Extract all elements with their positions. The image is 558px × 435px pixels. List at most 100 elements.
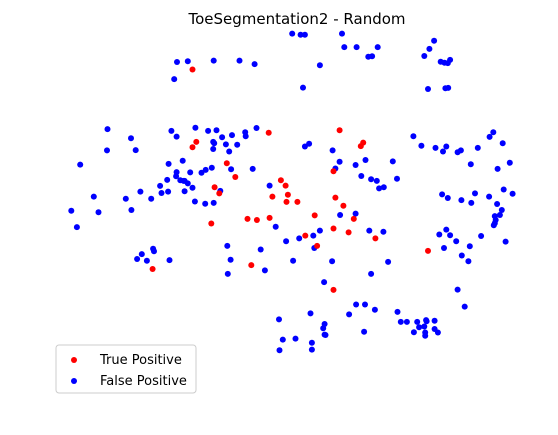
point-false-positive-8: [341, 44, 348, 51]
point-false-positive-137: [380, 228, 387, 235]
point-false-positive-102: [467, 161, 474, 168]
point-false-positive-99: [443, 143, 450, 150]
point-false-positive-9: [316, 62, 323, 69]
point-false-positive-54: [226, 148, 233, 155]
point-false-positive-36: [128, 207, 135, 213]
point-true-positive-17: [332, 194, 339, 201]
point-true-positive-9: [232, 174, 239, 180]
point-false-positive-175: [143, 257, 150, 264]
legend-marker-true-positive: [71, 357, 77, 363]
point-false-positive-64: [210, 146, 217, 152]
point-false-positive-59: [229, 132, 235, 139]
point-false-positive-190: [346, 311, 353, 318]
point-true-positive-10: [330, 168, 337, 175]
point-false-positive-168: [422, 329, 429, 336]
point-false-positive-180: [292, 335, 299, 342]
point-false-positive-188: [321, 321, 328, 327]
point-true-positive-26: [330, 225, 337, 232]
point-false-positive-126: [465, 258, 472, 265]
point-false-positive-1: [297, 31, 304, 38]
point-false-positive-79: [249, 165, 256, 172]
point-true-positive-6: [189, 144, 196, 151]
point-false-positive-112: [486, 193, 493, 200]
point-false-positive-115: [472, 190, 478, 197]
point-false-positive-116: [468, 199, 475, 206]
point-false-positive-35: [73, 224, 80, 231]
point-true-positive-18: [340, 202, 347, 209]
point-false-positive-173: [138, 251, 145, 258]
point-false-positive-13: [210, 57, 217, 64]
point-false-positive-17: [431, 37, 438, 44]
point-false-positive-158: [414, 318, 421, 325]
point-false-positive-2: [301, 31, 308, 38]
point-true-positive-32: [149, 266, 156, 272]
point-true-positive-12: [216, 190, 223, 197]
point-false-positive-142: [283, 238, 290, 245]
point-false-positive-16: [426, 45, 433, 52]
point-false-positive-189: [322, 332, 329, 338]
point-false-positive-121: [447, 232, 454, 239]
point-true-positive-29: [302, 232, 309, 239]
point-false-positive-98: [440, 148, 446, 155]
point-false-positive-75: [202, 200, 209, 207]
point-true-positive-0: [189, 66, 196, 73]
point-false-positive-186: [308, 339, 315, 346]
point-false-positive-104: [486, 133, 493, 140]
point-false-positive-172: [150, 245, 157, 252]
point-false-positive-157: [397, 318, 404, 325]
point-false-positive-145: [224, 242, 231, 249]
point-false-positive-38: [137, 188, 144, 195]
point-false-positive-93: [389, 158, 396, 165]
point-false-positive-130: [502, 238, 509, 245]
point-false-positive-131: [490, 222, 497, 229]
point-true-positive-16: [283, 198, 290, 205]
point-false-positive-149: [321, 279, 328, 286]
point-false-positive-133: [439, 191, 446, 198]
point-false-positive-155: [394, 308, 401, 315]
point-true-positive-30: [314, 242, 321, 249]
point-false-positive-113: [500, 186, 507, 193]
legend-marker-false-positive: [71, 378, 77, 384]
point-false-positive-71: [165, 160, 172, 167]
point-false-positive-139: [296, 235, 303, 242]
point-false-positive-11: [184, 58, 191, 65]
point-true-positive-25: [311, 212, 318, 219]
point-false-positive-83: [329, 147, 336, 154]
point-false-positive-28: [128, 135, 134, 142]
point-false-positive-170: [454, 286, 461, 293]
point-false-positive-181: [308, 346, 315, 353]
point-false-positive-72: [181, 177, 188, 184]
point-false-positive-120: [436, 231, 443, 238]
point-false-positive-107: [506, 159, 513, 166]
point-false-positive-167: [434, 329, 441, 336]
point-false-positive-10: [251, 61, 258, 68]
point-false-positive-33: [95, 209, 102, 216]
point-false-positive-68: [205, 127, 212, 134]
point-false-positive-114: [494, 201, 501, 207]
point-false-positive-184: [279, 336, 286, 343]
point-false-positive-66: [168, 127, 175, 134]
point-true-positive-7: [223, 160, 230, 167]
point-false-positive-51: [198, 169, 205, 176]
point-false-positive-106: [499, 140, 506, 147]
point-true-positive-8: [277, 177, 284, 184]
point-false-positive-140: [310, 232, 317, 239]
point-true-positive-23: [253, 217, 260, 223]
point-false-positive-45: [187, 169, 194, 176]
point-false-positive-191: [361, 328, 368, 335]
point-false-positive-25: [300, 84, 306, 91]
point-false-positive-122: [453, 238, 460, 245]
point-false-positive-150: [368, 270, 375, 277]
point-true-positive-2: [265, 129, 272, 136]
point-false-positive-21: [441, 59, 448, 66]
point-false-positive-143: [272, 223, 279, 230]
point-false-positive-136: [366, 227, 373, 234]
point-false-positive-94: [394, 175, 400, 182]
point-false-positive-96: [418, 142, 425, 149]
point-false-positive-39: [148, 195, 155, 202]
point-false-positive-97: [432, 144, 439, 151]
point-false-positive-41: [157, 182, 164, 189]
legend-box: [55, 344, 197, 394]
plot-area: [68, 30, 516, 354]
